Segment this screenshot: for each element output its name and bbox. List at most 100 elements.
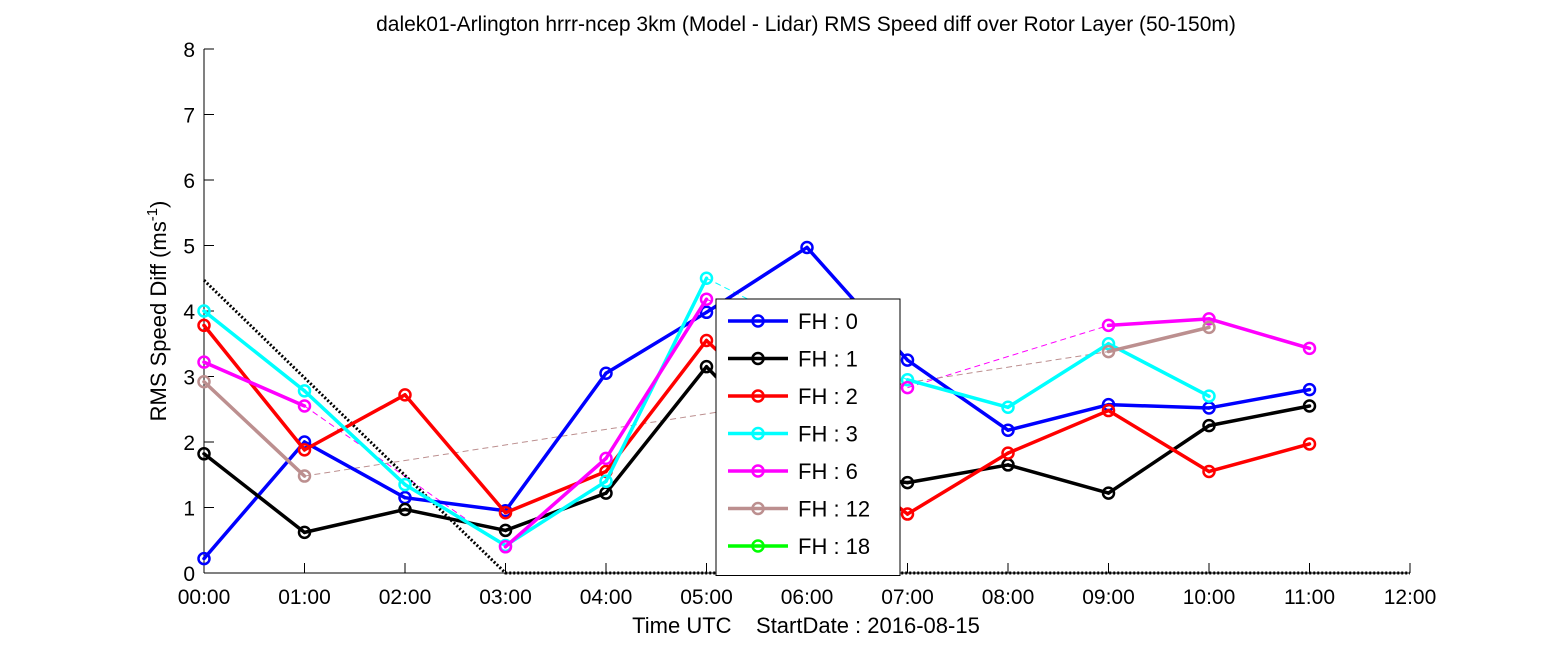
y-tick-label: 5 [183, 236, 195, 259]
x-tick-label: 01:00 [278, 586, 331, 609]
series-segment [403, 482, 508, 548]
y-tick-label: 1 [183, 498, 195, 521]
data-point [1202, 464, 1216, 479]
data-point [900, 373, 915, 387]
data-point [197, 304, 211, 318]
y-axis-label-close: ) [146, 201, 171, 208]
x-tick-label: 11:00 [1284, 586, 1335, 609]
series-segment [905, 463, 1010, 485]
legend-label: FH : 0 [798, 309, 858, 334]
x-tick-label: 12:00 [1384, 586, 1437, 609]
data-point [297, 399, 312, 413]
x-tick-label: 08:00 [982, 586, 1035, 609]
series-segment [604, 297, 709, 461]
legend-label: FH : 3 [798, 422, 858, 447]
x-tick-label: 10:00 [1183, 586, 1236, 609]
y-axis-label: RMS Speed Diff (ms-1) [144, 201, 171, 422]
data-point [1302, 399, 1317, 413]
data-point [1101, 344, 1116, 359]
data-point [900, 353, 915, 367]
y-tick-label: 7 [183, 105, 195, 128]
series-segment [202, 452, 307, 535]
y-tick-label: 0 [183, 563, 195, 586]
series-segment [1006, 342, 1111, 410]
series-segment [403, 507, 508, 533]
data-point [1202, 418, 1216, 433]
legend-item: FH : 18 [728, 534, 870, 559]
series-segment [604, 364, 709, 495]
series-segment [1207, 387, 1312, 410]
series-segment [1006, 402, 1111, 432]
data-point [699, 359, 714, 374]
data-point [1001, 400, 1015, 415]
data-point [599, 366, 613, 380]
legend: FH : 0 FH : 1 FH : 2 FH : 3 FH : 6 FH : 12 FH … [715, 298, 901, 576]
data-point [297, 443, 312, 457]
series-fh-6 [197, 292, 1317, 554]
series-segment [202, 379, 307, 478]
series-segment [1006, 408, 1111, 455]
legend-label: FH : 6 [798, 459, 858, 484]
data-point [398, 388, 412, 402]
series-segment [403, 495, 508, 513]
series-segment [202, 360, 307, 408]
legend-item: FH : 2 [728, 384, 858, 409]
data-point [498, 523, 513, 538]
series-segment [1207, 404, 1312, 428]
series-segment [1106, 317, 1211, 328]
data-point [197, 318, 211, 333]
legend-label: FH : 12 [798, 497, 870, 522]
y-tick-label: 2 [183, 432, 195, 455]
legend-box [715, 298, 901, 576]
data-point [699, 292, 714, 306]
legend-item: FH : 6 [728, 459, 858, 484]
data-point [1302, 341, 1317, 356]
data-point [1001, 446, 1015, 460]
chart-title: dalek01-Arlington hrrr-ncep 3km (Model -… [376, 13, 1236, 36]
data-point [197, 447, 211, 461]
series-segment [905, 378, 1010, 410]
legend-swatch-marker [751, 464, 765, 478]
legend-item: FH : 1 [728, 347, 858, 372]
series-segment [202, 440, 307, 561]
series-segment [302, 389, 407, 487]
data-point [1202, 320, 1216, 335]
series-fh-12 [197, 320, 1216, 483]
x-tick-label: 09:00 [1082, 586, 1135, 609]
x-axis-label: Time UTC StartDate : 2016-08-15 [632, 613, 980, 638]
series-segment [1106, 342, 1211, 398]
series-segment [1106, 423, 1211, 495]
series-segment [1106, 408, 1211, 474]
legend-item: FH : 0 [728, 309, 858, 334]
data-point [1302, 437, 1317, 451]
data-point [699, 271, 714, 285]
series-segment [1106, 325, 1211, 354]
series-segment [302, 393, 407, 452]
series-segment [403, 393, 508, 515]
legend-swatch-marker [751, 539, 765, 553]
legend-swatch-marker [751, 426, 765, 441]
data-point [900, 507, 915, 521]
series-segment [905, 451, 1010, 516]
data-point [1302, 382, 1317, 397]
data-point [197, 374, 211, 389]
data-point [498, 505, 513, 520]
data-point [900, 380, 915, 395]
series-segment [202, 323, 307, 452]
y-tick-label: 8 [183, 39, 195, 62]
series-segment [202, 309, 307, 393]
series-segment [503, 469, 608, 515]
series-segment [1207, 442, 1312, 474]
series-segment [302, 507, 407, 535]
data-point [1101, 403, 1116, 418]
legend-swatch-marker [751, 351, 765, 366]
legend-swatch-marker [751, 314, 765, 328]
y-tick-label: 3 [183, 367, 195, 390]
series-segment [1207, 317, 1312, 351]
series-fh-3 [197, 271, 1216, 553]
data-point [900, 475, 915, 490]
series-segment [503, 456, 608, 549]
data-point [800, 240, 814, 255]
x-tick-label: 00:00 [178, 586, 231, 609]
